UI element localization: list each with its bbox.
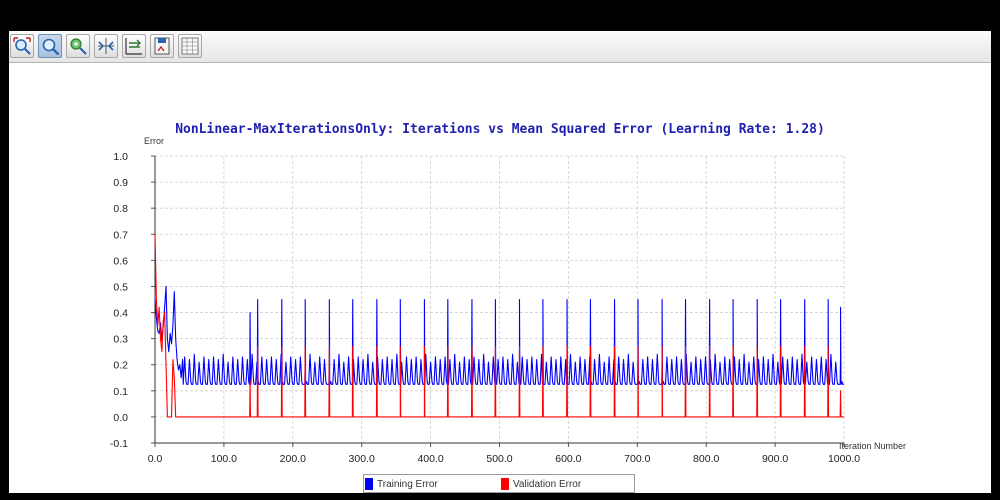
zoom-reset-button[interactable]	[10, 34, 34, 58]
legend-swatch-validation	[501, 478, 509, 490]
x-tick-label: 600.0	[555, 453, 581, 465]
y-tick-label: 0.3	[113, 334, 128, 346]
legend-swatch-training	[365, 478, 373, 490]
x-tick-label: 200.0	[280, 453, 306, 465]
pan-button[interactable]	[66, 34, 90, 58]
y-axis-label: Error	[144, 136, 164, 146]
y-tick-label: 0.2	[113, 360, 128, 372]
chart-window: NonLinear-MaxIterationsOnly: Iterations …	[9, 31, 991, 493]
y-tick-label: 0.5	[113, 281, 128, 293]
y-tick-label: -0.1	[110, 438, 128, 450]
x-tick-label: 300.0	[349, 453, 375, 465]
x-tick-label: 900.0	[762, 453, 788, 465]
save-image-icon	[154, 37, 170, 55]
axis-settings-icon	[125, 38, 142, 55]
x-tick-label: 700.0	[624, 453, 650, 465]
y-tick-label: 0.1	[113, 386, 128, 398]
legend-item-validation: Validation Error	[501, 478, 581, 491]
y-tick-label: 0.7	[113, 229, 128, 241]
save-image-button[interactable]	[150, 34, 174, 58]
x-tick-label: 500.0	[486, 453, 512, 465]
zoom-reset-icon	[13, 37, 31, 55]
axis-settings-button[interactable]	[122, 34, 146, 58]
chart-title: NonLinear-MaxIterationsOnly: Iterations …	[175, 122, 825, 137]
data-table-button[interactable]	[178, 34, 202, 58]
y-tick-label: 0.6	[113, 255, 128, 267]
x-tick-label: 400.0	[417, 453, 443, 465]
fit-axes-icon	[98, 38, 114, 54]
x-tick-label: 0.0	[148, 453, 163, 465]
zoom-button[interactable]	[38, 34, 62, 58]
legend-item-training: Training Error	[365, 478, 438, 491]
chart-legend: Training Error Validation Error	[363, 474, 635, 493]
x-axis-label: Iteration Number	[839, 441, 906, 451]
y-tick-label: 0.9	[113, 177, 128, 189]
y-tick-label: 1.0	[113, 151, 128, 163]
y-tick-label: 0.0	[113, 412, 128, 424]
x-tick-label: 800.0	[693, 453, 719, 465]
chart-plot: NonLinear-MaxIterationsOnly: Iterations …	[110, 122, 906, 465]
legend-label-training: Training Error	[377, 479, 438, 490]
x-tick-label: 100.0	[211, 453, 237, 465]
pan-icon	[70, 38, 87, 55]
chart-toolbar	[9, 31, 991, 63]
y-tick-label: 0.4	[113, 308, 128, 320]
fit-axes-button[interactable]	[94, 34, 118, 58]
series-line-validation	[154, 234, 844, 418]
y-tick-label: 0.8	[113, 203, 128, 215]
data-table-icon	[181, 37, 199, 55]
zoom-icon	[42, 38, 60, 56]
x-tick-label: 1000.0	[828, 453, 860, 465]
legend-label-validation: Validation Error	[513, 479, 582, 490]
